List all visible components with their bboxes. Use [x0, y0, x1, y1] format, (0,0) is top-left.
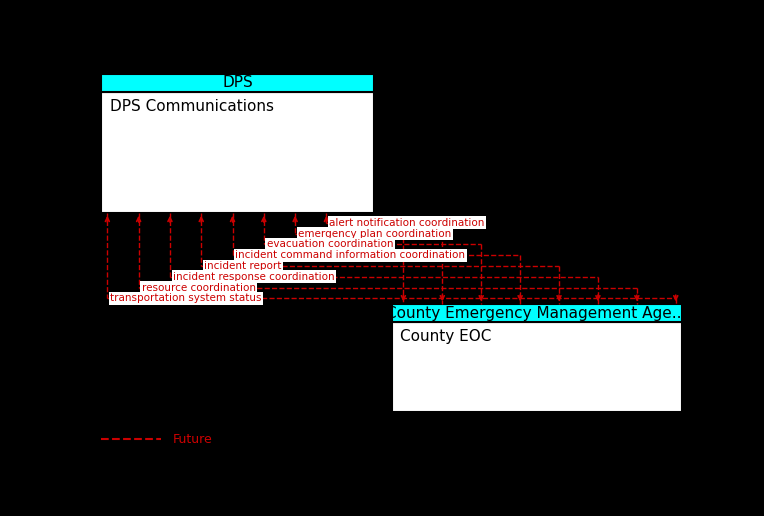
Bar — [102, 92, 374, 213]
Text: transportation system status: transportation system status — [110, 293, 262, 303]
Bar — [392, 322, 681, 412]
Text: alert notification coordination: alert notification coordination — [329, 218, 484, 228]
Text: emergency plan coordination: emergency plan coordination — [298, 229, 452, 238]
Text: evacuation coordination: evacuation coordination — [267, 239, 393, 249]
Text: Future: Future — [173, 433, 212, 446]
Text: County EOC: County EOC — [400, 329, 492, 344]
Text: County Emergency Management Age...: County Emergency Management Age... — [387, 305, 687, 321]
Text: DPS Communications: DPS Communications — [110, 99, 274, 114]
Text: incident response coordination: incident response coordination — [173, 272, 335, 282]
Bar — [392, 304, 681, 322]
Text: DPS: DPS — [222, 75, 253, 90]
Text: incident report: incident report — [204, 261, 282, 271]
Bar — [102, 74, 374, 92]
Text: resource coordination: resource coordination — [141, 283, 256, 293]
Text: incident command information coordination: incident command information coordinatio… — [235, 250, 465, 260]
